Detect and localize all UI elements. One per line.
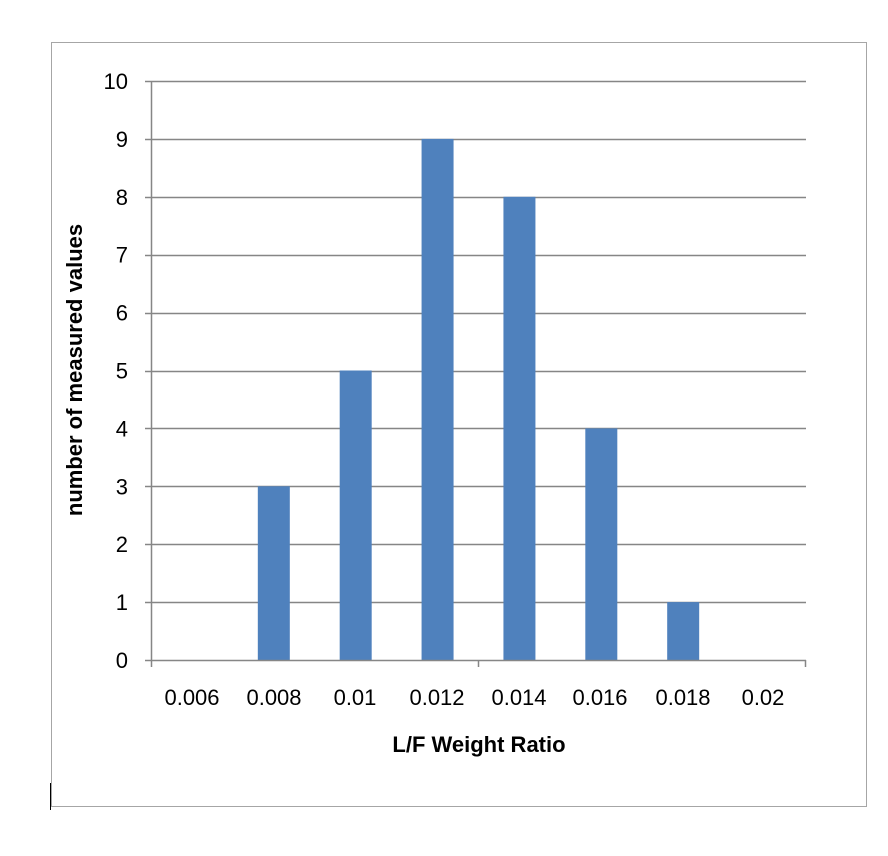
bar-0.016 [585,428,618,660]
bars [257,138,700,661]
y-tick-labels: 0 1 2 3 4 5 6 7 8 9 10 [104,69,128,673]
y-tick-label: 0 [116,648,128,673]
y-tick-label: 3 [116,474,128,499]
chart-area [51,42,867,807]
bar-0.018 [667,602,700,660]
y-tick-label: 8 [116,185,128,210]
gridlines [151,80,806,604]
page-edge-mark [50,783,51,810]
bar-0.01 [339,370,372,660]
x-tick-label: 0.01 [334,685,377,710]
y-tick-label: 9 [116,127,128,152]
bar-0.014 [503,196,536,661]
bar-0.008 [257,486,290,660]
y-tick-label: 7 [116,243,128,268]
x-tick-label: 0.014 [491,685,546,710]
y-tick-label: 6 [116,301,128,326]
x-axis-title: L/F Weight Ratio [392,732,565,757]
x-tick-label: 0.008 [246,685,301,710]
y-axis-title: number of measured values [62,224,87,516]
y-tick-label: 2 [116,532,128,557]
x-tick-label: 0.016 [572,685,627,710]
x-tick-label: 0.018 [655,685,710,710]
y-tick-label: 4 [116,416,128,441]
bar-0.012 [421,138,454,660]
x-tick-label: 0.02 [742,685,785,710]
x-tick-labels: 0.006 0.008 0.01 0.012 0.014 0.016 0.018 0.02 [164,685,784,710]
axes [145,80,807,667]
y-tick-label: 5 [116,359,128,384]
x-tick-label: 0.012 [409,685,464,710]
x-tick-label: 0.006 [164,685,219,710]
y-tick-label: 1 [116,590,128,615]
y-tick-label: 10 [104,69,128,94]
